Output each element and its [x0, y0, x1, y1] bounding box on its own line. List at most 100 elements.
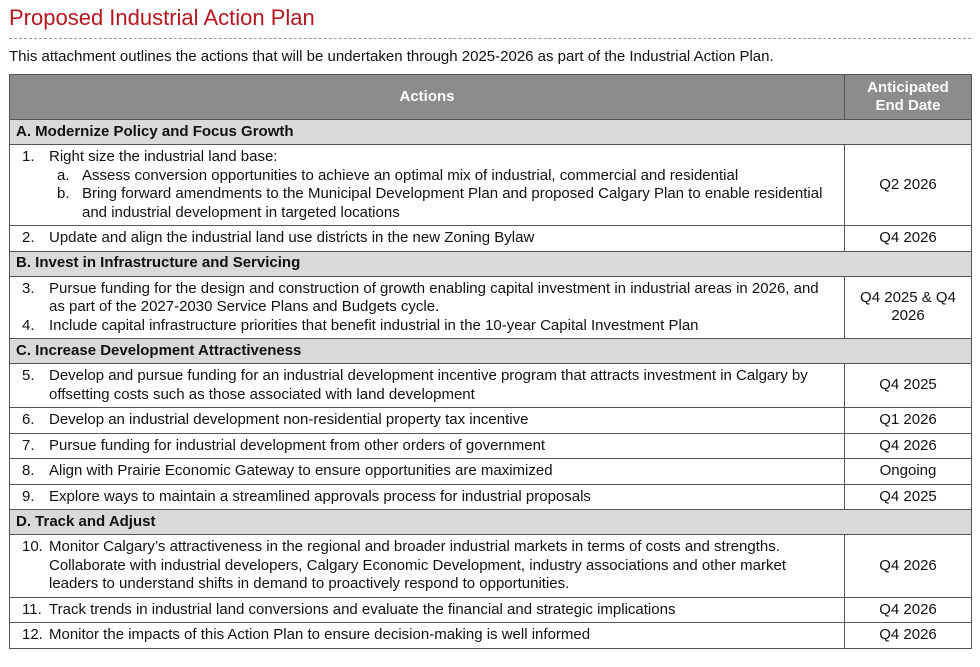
item-text: Develop an industrial development non-re… [49, 411, 529, 428]
action-item: 10. Monitor Calgary’s attractiveness in t… [22, 538, 838, 594]
item-text: Right size the industrial land base: [49, 148, 278, 165]
action-row: 10. Monitor Calgary’s attractiveness in t… [9, 534, 972, 598]
section-title: B. Invest in Infrastructure and Servicin… [9, 250, 972, 277]
item-number: 1. [22, 148, 35, 165]
action-item: 7. Pursue funding for industrial developm… [22, 437, 838, 456]
page-title: Proposed Industrial Action Plan [9, 5, 315, 30]
action-item: 9. Explore ways to maintain a streamlined… [22, 488, 838, 507]
end-date: Ongoing [844, 458, 972, 485]
sub-text: Bring forward amendments to the Municipa… [82, 185, 823, 221]
item-text: Monitor Calgary’s attractiveness in the … [49, 538, 787, 592]
end-date: Q4 2025 [844, 363, 972, 408]
item-text: Update and align the industrial land use… [49, 229, 535, 246]
action-item: 2. Update and align the industrial land u… [22, 229, 838, 248]
action-cell: 12. Monitor the impacts of this Action Pl… [9, 622, 845, 649]
action-row: 11. Track trends in industrial land conve… [9, 596, 972, 623]
action-cell: 8. Align with Prairie Economic Gateway to… [9, 458, 845, 485]
item-text: Explore ways to maintain a streamlined a… [49, 487, 591, 505]
action-cell: 5. Develop and pursue funding for an indu… [9, 363, 845, 408]
end-date: Q4 2025 [844, 483, 972, 510]
action-item: 3. Pursue funding for the design and cons… [22, 280, 838, 317]
item-number: 2. [22, 229, 35, 246]
header-cell: Actions [9, 74, 845, 120]
table-body: A. Modernize Policy and Focus Growth 1. Ri… [9, 119, 972, 649]
item-number: 9. [22, 487, 35, 505]
item-body: Track trends in industrial land conversi… [49, 601, 675, 620]
action-item: 6. Develop an industrial development non-… [22, 411, 838, 430]
end-date: Q4 2026 [844, 432, 972, 459]
action-row: 9. Explore ways to maintain a streamlined… [9, 483, 972, 510]
item-body: Update and align the industrial land use… [49, 229, 534, 248]
section-row: C. Increase Development Attractiveness [9, 338, 972, 364]
action-row: 7. Pursue funding for industrial developm… [9, 432, 972, 459]
item-number: 12. [22, 626, 43, 643]
end-date: Q4 2025 & Q4 2026 [844, 275, 972, 339]
action-row: 8. Align with Prairie Economic Gateway to… [9, 458, 972, 485]
item-text: Align with Prairie Economic Gateway to e… [49, 462, 553, 479]
item-number: 3. [22, 279, 35, 297]
section-row: B. Invest in Infrastructure and Servicin… [9, 250, 972, 277]
sub-item: b. Bring forward amendments to the Munici… [49, 185, 838, 222]
action-item: 4. Include capital infrastructure priorit… [22, 317, 838, 336]
action-row: 5. Develop and pursue funding for an indu… [9, 363, 972, 408]
item-body: Right size the industrial land base: a. As… [49, 148, 838, 222]
section-row: D. Track and Adjust [9, 509, 972, 535]
item-text: Monitor the impacts of this Action Plan … [49, 626, 591, 643]
item-number: 11. [22, 600, 42, 618]
section-row: A. Modernize Policy and Focus Growth [9, 119, 972, 145]
end-date: Q2 2026 [844, 144, 972, 226]
section-title: C. Increase Development Attractiveness [9, 338, 972, 364]
action-cell: 1. Right size the industrial land base: a.… [9, 144, 845, 226]
end-date: Q4 2026 [844, 622, 972, 649]
item-number: 10. [22, 538, 43, 555]
action-cell: 10. Monitor Calgary’s attractiveness in t… [9, 534, 845, 598]
end-date: Q4 2026 [844, 596, 972, 623]
item-body: Monitor the impacts of this Action Plan … [49, 626, 590, 645]
header-cell: Anticipated End Date [844, 74, 972, 120]
sub-letter: a. [57, 166, 70, 184]
item-number: 7. [22, 436, 35, 454]
action-item: 1. Right size the industrial land base: a.… [22, 148, 838, 222]
item-body: Pursue funding for the design and constr… [49, 280, 838, 317]
item-number: 6. [22, 411, 35, 428]
action-cell: 2. Update and align the industrial land u… [9, 225, 845, 252]
action-cell: 3. Pursue funding for the design and cons… [9, 275, 845, 339]
sub-item: a. Assess conversion opportunities to ach… [49, 167, 838, 186]
action-item: 12. Monitor the impacts of this Action Pl… [22, 626, 838, 645]
item-body: Pursue funding for industrial developmen… [49, 437, 545, 456]
item-body: Explore ways to maintain a streamlined a… [49, 488, 591, 507]
sub-text: Assess conversion opportunities to achie… [82, 166, 739, 184]
action-row: 1. Right size the industrial land base: a.… [9, 144, 972, 226]
intro-text: This attachment outlines the actions tha… [9, 48, 774, 65]
item-number: 5. [22, 367, 35, 384]
header-row: Actions Anticipated End Date [9, 74, 972, 120]
action-row: 2. Update and align the industrial land u… [9, 225, 972, 252]
action-row: 6. Develop an industrial development non-… [9, 407, 972, 434]
action-cell: 11. Track trends in industrial land conve… [9, 596, 845, 623]
divider [9, 38, 971, 39]
end-date: Q4 2026 [844, 534, 972, 598]
item-text: Pursue funding for industrial developmen… [49, 436, 546, 454]
action-cell: 6. Develop an industrial development non-… [9, 407, 845, 434]
action-row: 3. Pursue funding for the design and cons… [9, 275, 972, 339]
action-item: 8. Align with Prairie Economic Gateway to… [22, 462, 838, 481]
item-number: 4. [22, 316, 35, 334]
item-body: Develop and pursue funding for an indust… [49, 367, 838, 404]
action-table: Actions Anticipated End Date A. Moderniz… [9, 74, 972, 649]
end-date: Q1 2026 [844, 407, 972, 434]
item-body: Include capital infrastructure prioritie… [49, 317, 699, 336]
item-body: Develop an industrial development non-re… [49, 411, 528, 430]
item-text: Pursue funding for the design and constr… [49, 279, 819, 316]
item-text: Track trends in industrial land conversi… [49, 600, 676, 618]
action-item: 11. Track trends in industrial land conve… [22, 601, 838, 620]
item-body: Align with Prairie Economic Gateway to e… [49, 462, 553, 481]
item-body: Monitor Calgary’s attractiveness in the … [49, 538, 838, 594]
item-text: Include capital infrastructure prioritie… [49, 316, 699, 334]
end-date: Q4 2026 [844, 225, 972, 252]
action-row: 12. Monitor the impacts of this Action Pl… [9, 622, 972, 649]
section-title: A. Modernize Policy and Focus Growth [9, 119, 972, 145]
action-cell: 9. Explore ways to maintain a streamlined… [9, 483, 845, 510]
section-title: D. Track and Adjust [9, 509, 972, 535]
sub-letter: b. [57, 185, 70, 202]
